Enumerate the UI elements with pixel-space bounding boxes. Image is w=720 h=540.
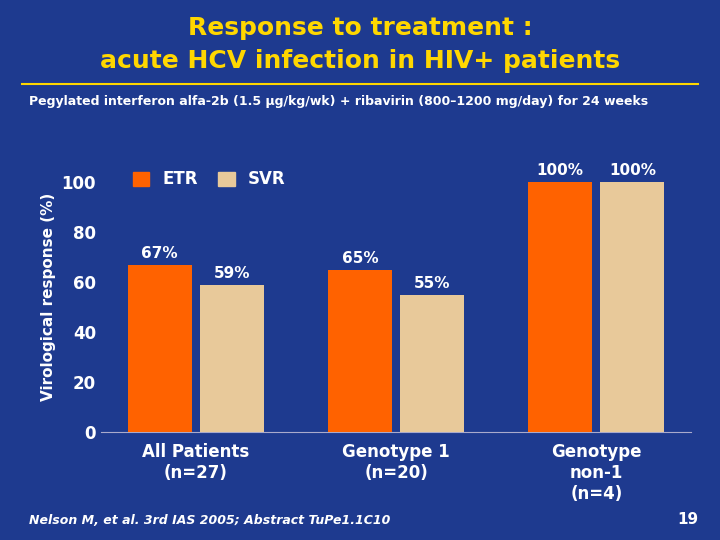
Bar	[199, 285, 264, 432]
Bar	[127, 265, 192, 432]
Bar	[400, 294, 464, 432]
Text: 19: 19	[678, 511, 698, 526]
Text: 65%: 65%	[341, 251, 378, 266]
Text: 100%: 100%	[536, 163, 584, 178]
Y-axis label: Virological response (%): Virological response (%)	[41, 193, 56, 401]
Text: 100%: 100%	[609, 163, 656, 178]
Text: 67%: 67%	[141, 246, 178, 261]
Legend: ETR, SVR: ETR, SVR	[132, 170, 286, 188]
Bar	[528, 182, 593, 432]
Bar	[600, 182, 665, 432]
Text: Nelson M, et al. 3rd IAS 2005; Abstract TuPe1.1C10: Nelson M, et al. 3rd IAS 2005; Abstract …	[29, 514, 390, 526]
Text: 59%: 59%	[214, 266, 250, 281]
Text: Response to treatment :: Response to treatment :	[188, 16, 532, 40]
Text: acute HCV infection in HIV+ patients: acute HCV infection in HIV+ patients	[100, 49, 620, 72]
Text: Pegylated interferon alfa-2b (1.5 μg/kg/wk) + ribavirin (800–1200 mg/day) for 24: Pegylated interferon alfa-2b (1.5 μg/kg/…	[29, 94, 648, 107]
Bar	[328, 269, 392, 432]
Text: 55%: 55%	[414, 276, 450, 291]
